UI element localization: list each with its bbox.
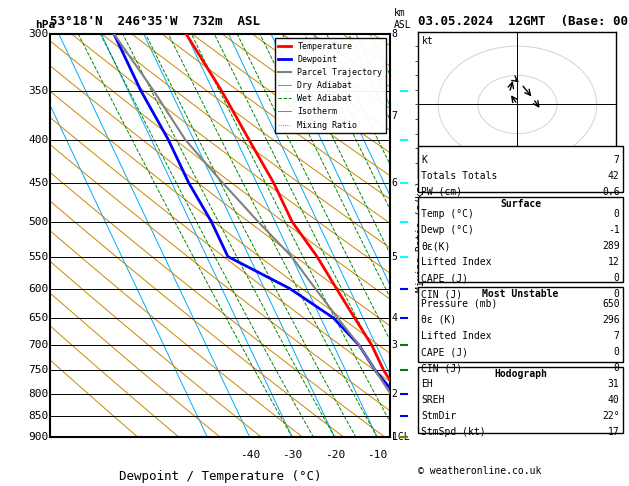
Text: 8: 8 bbox=[392, 29, 398, 39]
Text: 7: 7 bbox=[614, 155, 620, 165]
Text: 400: 400 bbox=[28, 135, 48, 145]
Text: 0.6: 0.6 bbox=[602, 187, 620, 197]
Text: -30: -30 bbox=[282, 450, 303, 459]
Text: 53°18'N  246°35'W  732m  ASL: 53°18'N 246°35'W 732m ASL bbox=[50, 15, 260, 28]
Text: 6: 6 bbox=[392, 178, 398, 188]
Text: 7: 7 bbox=[392, 111, 398, 121]
Text: 296: 296 bbox=[602, 315, 620, 325]
Text: km
ASL: km ASL bbox=[393, 8, 411, 30]
Text: Mixing Ratio (g/kg): Mixing Ratio (g/kg) bbox=[416, 180, 426, 292]
Text: 12: 12 bbox=[608, 257, 620, 267]
Legend: Temperature, Dewpoint, Parcel Trajectory, Dry Adiabat, Wet Adiabat, Isotherm, Mi: Temperature, Dewpoint, Parcel Trajectory… bbox=[275, 38, 386, 133]
Text: -20: -20 bbox=[325, 450, 345, 459]
Text: θε (K): θε (K) bbox=[421, 315, 457, 325]
Text: 800: 800 bbox=[28, 389, 48, 399]
Text: -1: -1 bbox=[608, 225, 620, 235]
Text: 0: 0 bbox=[614, 289, 620, 299]
Text: 4: 4 bbox=[392, 313, 398, 323]
Text: 17: 17 bbox=[608, 427, 620, 437]
Text: Totals Totals: Totals Totals bbox=[421, 171, 498, 181]
Text: Lifted Index: Lifted Index bbox=[421, 331, 492, 341]
Text: Most Unstable: Most Unstable bbox=[482, 289, 559, 299]
Text: © weatheronline.co.uk: © weatheronline.co.uk bbox=[418, 466, 542, 476]
Text: 300: 300 bbox=[28, 29, 48, 39]
Text: 500: 500 bbox=[28, 217, 48, 226]
Text: 700: 700 bbox=[28, 340, 48, 350]
Text: CAPE (J): CAPE (J) bbox=[421, 347, 469, 357]
Text: 450: 450 bbox=[28, 178, 48, 188]
Text: 31: 31 bbox=[608, 379, 620, 389]
Text: 2: 2 bbox=[392, 389, 398, 399]
Text: hPa: hPa bbox=[35, 20, 55, 30]
Text: kt: kt bbox=[422, 36, 434, 46]
Text: 550: 550 bbox=[28, 252, 48, 261]
Text: 650: 650 bbox=[28, 313, 48, 323]
Text: -40: -40 bbox=[240, 450, 260, 459]
Text: 0: 0 bbox=[614, 347, 620, 357]
Text: 750: 750 bbox=[28, 365, 48, 376]
Text: θε(K): θε(K) bbox=[421, 241, 451, 251]
Text: Dewpoint / Temperature (°C): Dewpoint / Temperature (°C) bbox=[119, 469, 321, 483]
Text: 03.05.2024  12GMT  (Base: 00): 03.05.2024 12GMT (Base: 00) bbox=[418, 15, 629, 28]
Text: 600: 600 bbox=[28, 283, 48, 294]
Text: 289: 289 bbox=[602, 241, 620, 251]
Text: -10: -10 bbox=[367, 450, 387, 459]
Text: LCL: LCL bbox=[392, 433, 409, 442]
Text: Pressure (mb): Pressure (mb) bbox=[421, 299, 498, 309]
Text: K: K bbox=[421, 155, 427, 165]
Text: 7: 7 bbox=[614, 331, 620, 341]
Text: StmDir: StmDir bbox=[421, 411, 457, 421]
Text: CAPE (J): CAPE (J) bbox=[421, 273, 469, 283]
Text: 1: 1 bbox=[392, 433, 398, 442]
Text: 3: 3 bbox=[392, 340, 398, 350]
Text: 40: 40 bbox=[608, 395, 620, 405]
Text: 0: 0 bbox=[614, 209, 620, 219]
Text: PW (cm): PW (cm) bbox=[421, 187, 462, 197]
Text: CIN (J): CIN (J) bbox=[421, 289, 462, 299]
Text: 900: 900 bbox=[28, 433, 48, 442]
Text: 22°: 22° bbox=[602, 411, 620, 421]
Text: Lifted Index: Lifted Index bbox=[421, 257, 492, 267]
Text: 650: 650 bbox=[602, 299, 620, 309]
Text: 350: 350 bbox=[28, 86, 48, 96]
Text: 0: 0 bbox=[614, 273, 620, 283]
Text: 0: 0 bbox=[614, 363, 620, 373]
Text: 5: 5 bbox=[392, 252, 398, 261]
Text: 42: 42 bbox=[608, 171, 620, 181]
Text: EH: EH bbox=[421, 379, 433, 389]
Text: Dewp (°C): Dewp (°C) bbox=[421, 225, 474, 235]
Text: CIN (J): CIN (J) bbox=[421, 363, 462, 373]
Text: Hodograph: Hodograph bbox=[494, 369, 547, 380]
Text: 850: 850 bbox=[28, 412, 48, 421]
Text: SREH: SREH bbox=[421, 395, 445, 405]
Text: Surface: Surface bbox=[500, 199, 541, 209]
Text: Temp (°C): Temp (°C) bbox=[421, 209, 474, 219]
Text: StmSpd (kt): StmSpd (kt) bbox=[421, 427, 486, 437]
